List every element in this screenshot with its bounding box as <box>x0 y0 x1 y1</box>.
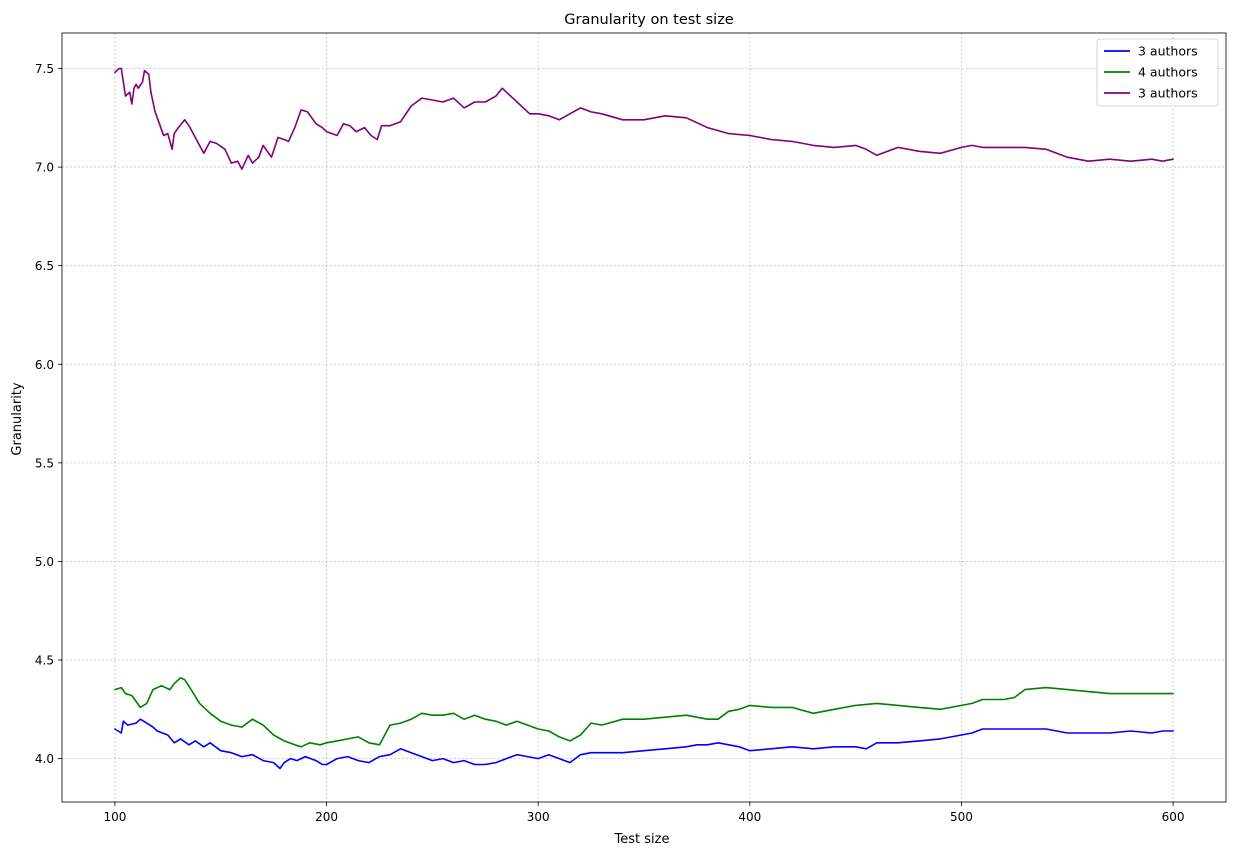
legend: 3 authors 4 authors 3 authors <box>1096 38 1219 107</box>
legend-label-series-1: 3 authors <box>1138 44 1198 59</box>
plot-area-frame <box>61 32 1227 803</box>
x-tick-label: 100 <box>103 810 126 824</box>
x-tick-label: 500 <box>950 810 973 824</box>
x-tick-label: 200 <box>315 810 338 824</box>
y-tick-label: 5.0 <box>35 555 54 569</box>
series-line-2 <box>114 676 1174 748</box>
y-tick-label: 4.5 <box>35 654 54 668</box>
series-line-3 <box>114 67 1174 170</box>
legend-label-series-3: 3 authors <box>1138 86 1198 101</box>
series-line-1 <box>114 718 1174 770</box>
y-axis-label: Granularity <box>10 382 25 455</box>
x-axis-label: Test size <box>614 832 670 847</box>
legend-label-series-2: 4 authors <box>1138 65 1198 80</box>
y-tick-label: 4.0 <box>35 752 54 766</box>
y-tick-label: 6.5 <box>35 259 54 273</box>
x-tick-label: 600 <box>1162 810 1185 824</box>
x-tick-label: 400 <box>738 810 761 824</box>
grid <box>62 33 1226 802</box>
y-tick-label: 7.0 <box>35 161 54 175</box>
x-tick-label: 300 <box>527 810 550 824</box>
legend-box <box>1096 38 1219 107</box>
y-tick-label: 6.0 <box>35 358 54 372</box>
axis-ticks: 100 200 300 400 500 600 4.0 4.5 5.0 5.5 6.0 6.5 7.0 7… <box>35 62 1185 824</box>
y-tick-label: 7.5 <box>35 62 54 76</box>
chart-title: Granularity on test size <box>564 12 734 28</box>
series-lines <box>114 67 1174 770</box>
y-tick-label: 5.5 <box>35 456 54 470</box>
